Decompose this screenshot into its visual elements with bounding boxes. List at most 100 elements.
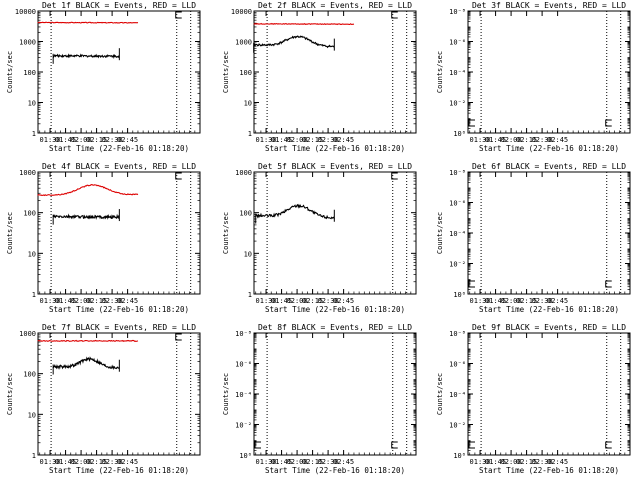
- panel-title: Det 6f BLACK = Events, RED = LLD: [472, 162, 626, 171]
- lld-series-line: [37, 21, 139, 24]
- interval-bracket: [605, 119, 612, 127]
- x-tick-label: 01:45: [55, 297, 76, 305]
- y-tick-label: 10⁻⁴: [449, 230, 466, 238]
- detector-panel: Det 1f BLACK = Events, RED = LLD 1 10 100 10…: [6, 1, 201, 153]
- x-tick-label: 01:45: [55, 458, 76, 466]
- y-tick-label: 10: [28, 100, 36, 108]
- y-tick-label: 10⁻⁸: [235, 330, 252, 338]
- interval-bracket: [391, 441, 398, 449]
- y-tick-label: 10000: [15, 8, 36, 16]
- x-tick-label: 02:15: [516, 297, 537, 305]
- detector-panel: Det 4f BLACK = Events, RED = LLD 1 10 100 10…: [6, 162, 201, 314]
- x-tick-label: 02:45: [333, 136, 354, 144]
- y-tick-label: 10⁰: [453, 291, 466, 299]
- y-axis-label: Counts/sec: [436, 373, 444, 415]
- x-tick-label: 02:15: [86, 458, 107, 466]
- y-tick-label: 10⁻⁴: [449, 69, 466, 77]
- y-tick-label: 10: [244, 100, 252, 108]
- panel-title: Det 2f BLACK = Events, RED = LLD: [258, 1, 412, 10]
- x-axis-label: Start Time (22-Feb-16 01:18:20): [265, 305, 405, 314]
- y-tick-label: 10⁻⁶: [449, 39, 466, 47]
- y-tick-label: 1: [32, 130, 36, 138]
- x-tick-label: 02:45: [547, 136, 568, 144]
- y-tick-label: 100: [239, 69, 252, 77]
- y-tick-label: 10⁻⁸: [449, 8, 466, 16]
- detector-panel: Det 5f BLACK = Events, RED = LLD 1 10 100 10…: [222, 162, 417, 314]
- y-axis-label: Counts/sec: [436, 51, 444, 93]
- x-tick-label: 02:45: [547, 458, 568, 466]
- lld-series-line: [253, 22, 355, 26]
- interval-bracket: [175, 333, 182, 341]
- y-tick-label: 10⁰: [239, 452, 252, 460]
- detector-panel: Det 8f BLACK = Events, RED = LLD 10⁰ 10⁻² 1…: [222, 323, 417, 475]
- panel-title: Det 8f BLACK = Events, RED = LLD: [258, 323, 412, 332]
- panel-title: Det 5f BLACK = Events, RED = LLD: [258, 162, 412, 171]
- x-tick-label: 02:15: [86, 136, 107, 144]
- x-tick-label: 02:45: [117, 297, 138, 305]
- x-tick-label: 02:15: [302, 297, 323, 305]
- y-axis-label: Counts/sec: [6, 373, 14, 415]
- interval-bracket: [254, 441, 261, 449]
- lld-series-line: [37, 339, 139, 342]
- y-tick-label: 1: [32, 291, 36, 299]
- x-tick-label: 01:30: [470, 458, 491, 466]
- x-tick-label: 02:30: [102, 136, 123, 144]
- x-tick-label: 02:45: [117, 136, 138, 144]
- x-tick-label: 02:30: [102, 297, 123, 305]
- y-tick-label: 10: [244, 250, 252, 258]
- detector-panel: Det 3f BLACK = Events, RED = LLD 10⁰ 10⁻² 1…: [436, 1, 631, 153]
- interval-bracket: [468, 119, 475, 127]
- y-axis-label: Counts/sec: [436, 212, 444, 254]
- x-tick-label: 01:45: [485, 458, 506, 466]
- detector-panel: Det 6f BLACK = Events, RED = LLD 10⁰ 10⁻² 1…: [436, 162, 631, 314]
- y-axis-label: Counts/sec: [6, 212, 14, 254]
- plot-frame: [253, 332, 417, 456]
- y-tick-label: 10⁻²: [449, 100, 466, 108]
- x-tick-label: 01:30: [256, 297, 277, 305]
- panel-title: Det 4f BLACK = Events, RED = LLD: [42, 162, 196, 171]
- x-axis-label: Start Time (22-Feb-16 01:18:20): [265, 144, 405, 153]
- y-axis-label: Counts/sec: [222, 212, 230, 254]
- detector-panel: Det 2f BLACK = Events, RED = LLD 1 10 100 10…: [222, 1, 417, 153]
- y-tick-label: 1000: [235, 39, 252, 47]
- x-tick-label: 02:45: [547, 297, 568, 305]
- y-axis-label: Counts/sec: [6, 51, 14, 93]
- lld-series-line: [37, 184, 139, 197]
- x-tick-label: 01:45: [271, 136, 292, 144]
- plot-frame: [467, 171, 631, 295]
- y-tick-label: 100: [23, 371, 36, 379]
- x-axis-label: Start Time (22-Feb-16 01:18:20): [479, 466, 619, 475]
- interval-bracket: [175, 172, 182, 180]
- events-series-line: [253, 35, 335, 49]
- y-tick-label: 1000: [235, 169, 252, 177]
- events-series-line: [52, 213, 120, 220]
- y-tick-label: 1: [248, 130, 252, 138]
- x-tick-label: 02:30: [318, 136, 339, 144]
- y-tick-label: 1000: [19, 39, 36, 47]
- interval-bracket: [175, 11, 182, 19]
- x-tick-label: 01:45: [271, 458, 292, 466]
- y-tick-label: 10⁻⁴: [235, 391, 252, 399]
- plot-frame: [37, 171, 201, 295]
- panel-title: Det 1f BLACK = Events, RED = LLD: [42, 1, 196, 10]
- y-tick-label: 10⁰: [453, 130, 466, 138]
- x-tick-label: 02:15: [302, 458, 323, 466]
- y-tick-label: 10⁰: [453, 452, 466, 460]
- x-tick-label: 01:30: [40, 297, 61, 305]
- events-series-line: [52, 53, 120, 59]
- x-tick-label: 02:30: [532, 297, 553, 305]
- y-tick-label: 10⁻⁶: [449, 361, 466, 369]
- x-tick-label: 01:45: [55, 136, 76, 144]
- plot-frame: [467, 10, 631, 134]
- plot-frame: [467, 332, 631, 456]
- y-axis-label: Counts/sec: [222, 51, 230, 93]
- y-tick-label: 10⁻⁶: [235, 361, 252, 369]
- y-tick-label: 100: [23, 210, 36, 218]
- x-tick-label: 01:45: [271, 297, 292, 305]
- x-tick-label: 02:00: [501, 458, 522, 466]
- y-axis-label: Counts/sec: [222, 373, 230, 415]
- x-tick-label: 02:30: [102, 458, 123, 466]
- y-tick-label: 100: [239, 210, 252, 218]
- panel-title: Det 7f BLACK = Events, RED = LLD: [42, 323, 196, 332]
- panel-title: Det 3f BLACK = Events, RED = LLD: [472, 1, 626, 10]
